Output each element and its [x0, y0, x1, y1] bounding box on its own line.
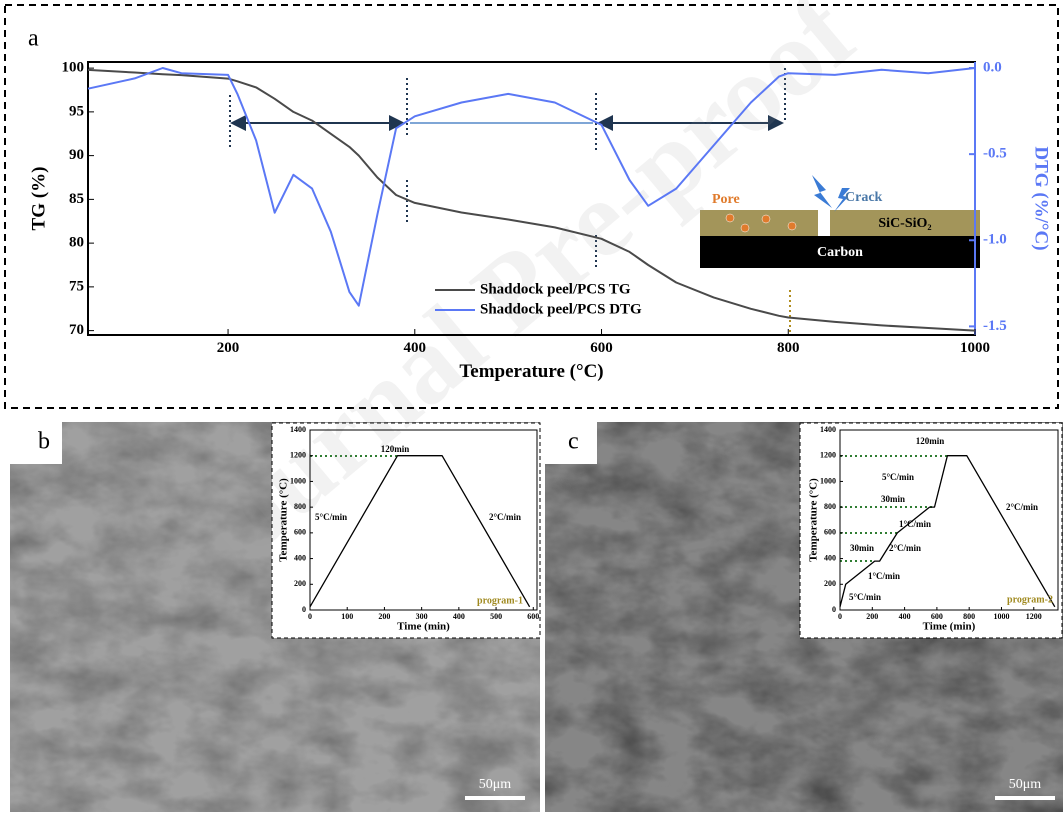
- x-axis-title: Temperature (°C): [459, 361, 603, 382]
- annotation: 30min: [850, 543, 874, 553]
- y-tick-label: 100: [62, 60, 85, 76]
- scale-bar-label: 50μm: [1009, 777, 1042, 792]
- x-tick-label: 600: [527, 612, 539, 621]
- x-tick-label: 200: [866, 612, 878, 621]
- y-tick-label: 1000: [290, 476, 306, 485]
- annotation: 30min: [881, 494, 905, 504]
- x-tick-label: 0: [838, 612, 842, 621]
- annotation: program-2: [1007, 594, 1053, 605]
- y-tick-label: 600: [824, 528, 836, 537]
- legend-label: Shaddock peel/PCS TG: [480, 281, 631, 297]
- y-tick-label: 800: [824, 502, 836, 511]
- y-tick-label: 75: [69, 278, 84, 294]
- annotation: 120min: [916, 436, 945, 446]
- x-tick-label: 500: [490, 612, 502, 621]
- label-box: [10, 422, 62, 464]
- x-tick-label: 1000: [993, 612, 1009, 621]
- y-axis-title: Temperature (°C): [808, 478, 820, 562]
- y-tick-label: 1200: [290, 451, 306, 460]
- y-tick-label: 200: [294, 579, 306, 588]
- x-tick-label: 100: [341, 612, 353, 621]
- x-tick-label: 1000: [960, 340, 990, 356]
- panel-label: b: [38, 429, 50, 455]
- y-tick-label: 95: [69, 103, 84, 119]
- y-tick-label: 90: [69, 147, 84, 163]
- annotation: 2°C/min: [889, 543, 921, 553]
- annotation: 2°C/min: [1006, 502, 1038, 512]
- annotation: 1°C/min: [899, 519, 931, 529]
- x-tick-label: 200: [217, 340, 240, 356]
- legend-label: Shaddock peel/PCS DTG: [480, 301, 642, 317]
- annotation: 5°C/min: [315, 512, 347, 522]
- crack-label: Crack: [845, 190, 883, 205]
- x-tick-label: 600: [590, 340, 613, 356]
- y2-tick-label: 0.0: [983, 59, 1002, 75]
- page: {"watermark":"Journal Pre-proof", "chart…: [0, 0, 1063, 817]
- y2-tick-label: -1.5: [983, 318, 1007, 334]
- crack-icon: [812, 175, 832, 208]
- y2-tick-label: -0.5: [983, 146, 1007, 162]
- annotation: program-1: [477, 595, 523, 606]
- x-tick-label: 0: [308, 612, 312, 621]
- annotation: 1°C/min: [868, 571, 900, 581]
- panel-label: a: [28, 26, 39, 52]
- y-tick-label: 400: [294, 553, 306, 562]
- panel-label: c: [568, 429, 579, 455]
- annotation: 5°C/min: [882, 472, 914, 482]
- y-tick-label: 1200: [820, 451, 836, 460]
- y-tick-label: 400: [824, 553, 836, 562]
- y-tick-label: 1400: [290, 425, 306, 434]
- y-tick-label: 800: [294, 502, 306, 511]
- y-tick-label: 0: [302, 605, 306, 614]
- y-tick-label: 1400: [820, 425, 836, 434]
- x-tick-label: 400: [899, 612, 911, 621]
- x-tick-label: 1200: [1026, 612, 1042, 621]
- layer-label: SiC-SiO₂: [878, 216, 931, 231]
- y-tick-label: 200: [824, 579, 836, 588]
- y-axis-title: Temperature (°C): [278, 478, 290, 562]
- substrate-label: Carbon: [817, 245, 863, 260]
- y-tick-label: 0: [832, 605, 836, 614]
- annotation: 5°C/min: [849, 592, 881, 602]
- scale-bar-label: 50μm: [479, 777, 512, 792]
- y2-tick-label: -1.0: [983, 232, 1007, 248]
- y-tick-label: 600: [294, 528, 306, 537]
- x-axis-title: Time (min): [397, 620, 450, 632]
- y-axis-title: TG (%): [28, 167, 49, 231]
- layer: [700, 210, 818, 236]
- y-tick-label: 70: [69, 322, 84, 338]
- y-tick-label: 80: [69, 235, 84, 251]
- annotation: 120min: [381, 444, 410, 454]
- annotation: 2°C/min: [489, 512, 521, 522]
- figure: Pore Crack SiC-SiO₂ Carbon Journal Pre-p…: [0, 0, 1063, 812]
- y-tick-label: 85: [69, 191, 84, 207]
- x-tick-label: 200: [378, 612, 390, 621]
- y2-axis-title: DTG (%/°C): [1031, 146, 1052, 250]
- y-tick-label: 1000: [820, 476, 836, 485]
- x-tick-label: 800: [777, 340, 800, 356]
- x-tick-label: 400: [404, 340, 427, 356]
- x-tick-label: 400: [453, 612, 465, 621]
- x-axis-title: Time (min): [923, 620, 976, 632]
